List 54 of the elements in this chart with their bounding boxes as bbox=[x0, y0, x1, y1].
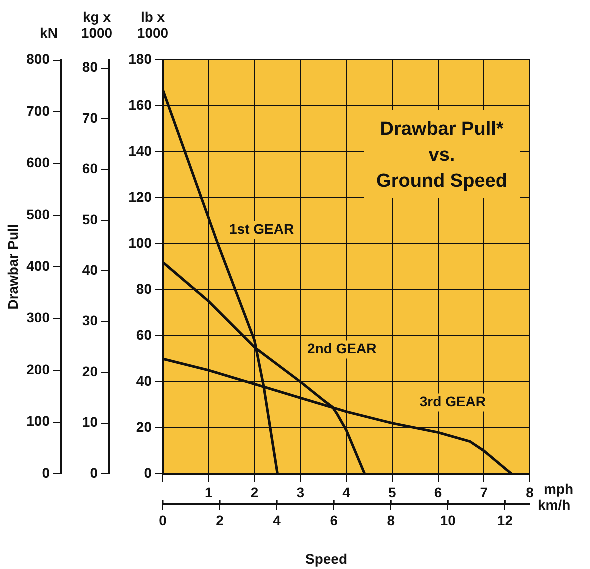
text: Drawbar Pull* vs. Ground Speed bbox=[376, 119, 508, 192]
y2-tick-label: 80 bbox=[82, 59, 98, 76]
y-tick-label: 180 bbox=[128, 50, 152, 67]
y3-tick-label: 600 bbox=[26, 154, 50, 171]
x-tick-label: 2 bbox=[250, 484, 259, 500]
y3-tick-label: 100 bbox=[26, 413, 50, 430]
y2-axis-title: kg x 1000 bbox=[81, 9, 113, 41]
y-tick-label: 20 bbox=[136, 418, 152, 435]
x-tick-label: 1 bbox=[204, 484, 213, 500]
y-tick-label: 160 bbox=[128, 96, 152, 113]
x2-tick-label: 4 bbox=[273, 512, 282, 528]
x-tick-label: 7 bbox=[480, 484, 488, 500]
y2-tick-label: 10 bbox=[82, 414, 98, 430]
x2-tick-label: 8 bbox=[387, 512, 396, 528]
x2-tick-label: 2 bbox=[216, 512, 224, 528]
x-tick-label: 4 bbox=[342, 484, 351, 500]
y3-tick-label: 800 bbox=[26, 51, 50, 68]
y2-tick-label: 60 bbox=[82, 160, 98, 177]
x-axis-title: mph bbox=[544, 480, 574, 497]
series-label: 1st GEAR bbox=[230, 221, 294, 238]
x2-tick-label: 0 bbox=[159, 512, 168, 528]
y-axis-title: lb x 1000 bbox=[137, 9, 169, 41]
y2-tick-label: 0 bbox=[90, 464, 98, 481]
y-tick-label: 80 bbox=[136, 280, 152, 297]
y2-tick-label: 20 bbox=[82, 363, 98, 380]
text: Speed bbox=[305, 550, 348, 567]
x2-tick-label: 10 bbox=[440, 512, 456, 528]
y-tick-label: 40 bbox=[136, 372, 152, 389]
x2-tick-label: 12 bbox=[497, 512, 514, 528]
y3-tick-label: 0 bbox=[42, 464, 50, 481]
y3-tick-label: 200 bbox=[26, 361, 50, 378]
x-tick-label: 5 bbox=[388, 484, 396, 500]
y3-tick-label: 400 bbox=[26, 258, 50, 274]
text: Drawbar Pull bbox=[4, 224, 21, 310]
x-tick-label: 8 bbox=[526, 484, 534, 500]
y2-tick-label: 40 bbox=[82, 262, 98, 278]
y2-tick-label: 50 bbox=[82, 211, 98, 228]
y3-tick-label: 700 bbox=[26, 102, 50, 119]
y-tick-label: 0 bbox=[144, 464, 152, 481]
y3-tick-label: 500 bbox=[26, 206, 50, 222]
series-label: 3rd GEAR bbox=[420, 394, 486, 410]
y-tick-label: 60 bbox=[136, 326, 152, 343]
series-label: 2nd GEAR bbox=[308, 340, 377, 357]
y-tick-label: 120 bbox=[128, 188, 152, 205]
y3-axis-title: kN bbox=[40, 25, 58, 41]
y2-tick-label: 30 bbox=[82, 312, 98, 329]
x2-axis-title: km/h bbox=[538, 496, 571, 513]
x-tick-label: 3 bbox=[296, 484, 305, 500]
y-tick-label: 100 bbox=[128, 234, 152, 251]
x-tick-label: 6 bbox=[434, 484, 442, 500]
y3-tick-label: 300 bbox=[26, 310, 50, 326]
x2-tick-label: 6 bbox=[330, 512, 338, 528]
y2-tick-label: 70 bbox=[82, 110, 98, 126]
y-tick-label: 140 bbox=[128, 142, 152, 159]
